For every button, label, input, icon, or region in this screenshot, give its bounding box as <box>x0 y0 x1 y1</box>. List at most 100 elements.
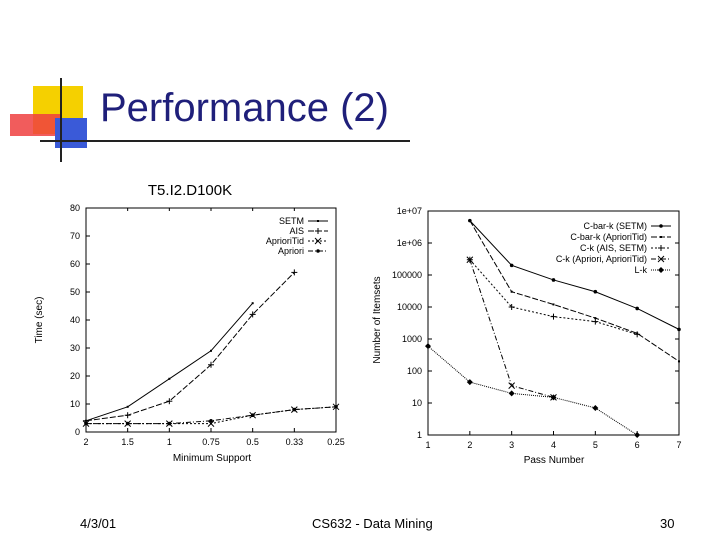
chart1-legend-label: AIS <box>289 226 304 236</box>
chart1-point-ais <box>208 361 214 368</box>
chart1-series-aprioritid <box>82 403 340 427</box>
chart2-series-c-k-apriori-aprioritid <box>466 256 557 401</box>
chart2-point-c-bar-k-setm <box>677 327 681 332</box>
chart1-xtick-label: 1 <box>167 437 172 447</box>
chart1-series-apriori <box>84 405 338 426</box>
chart1-ytick-label: 50 <box>70 287 80 297</box>
chart2-point-l-k <box>508 390 515 397</box>
chart2-point-l-k <box>592 404 599 411</box>
chart1-ytick-label: 40 <box>70 315 80 325</box>
chart2-ytick-label: 10 <box>412 398 422 408</box>
chart2-legend-marker <box>659 224 663 228</box>
chart2-legend-marker <box>660 236 662 238</box>
chart2-line-c-k-ais-setm <box>469 259 638 335</box>
chart1-legend-label: SETM <box>279 216 304 226</box>
chart2-point-c-bar-k-aprioritid <box>552 303 555 306</box>
chart2-legend-label: C-bar-k (AprioriTid) <box>570 232 647 242</box>
chart2-xtick-label: 2 <box>467 440 472 450</box>
chart1-point-ais <box>166 398 173 405</box>
chart1-point-apriori <box>334 405 338 409</box>
chart2-ylabel: Number of Itemsets <box>372 276 383 363</box>
chart1-point-aprioritid <box>207 420 215 427</box>
chart-time-vs-support: T5.I2.D100K Time (sec) Minimum Support 0… <box>34 182 345 464</box>
chart2-xtick-label: 4 <box>551 440 556 450</box>
chart2-point-c-bar-k-aprioritid <box>468 219 471 222</box>
chart1-xtick-label: 1.5 <box>121 437 134 447</box>
chart1-point-apriori <box>167 421 172 426</box>
chart1-ylabel: Time (sec) <box>34 297 45 344</box>
chart1-point-ais <box>291 269 298 276</box>
chart1-ytick-label: 60 <box>70 259 80 269</box>
chart2-point-c-bar-k-aprioritid <box>678 360 680 363</box>
chart2-ytick-label: 100000 <box>392 270 422 280</box>
chart2-point-c-k-ais-setm <box>592 318 599 325</box>
chart1-line-ais <box>85 272 295 422</box>
chart2-xtick-label: 5 <box>593 440 598 450</box>
chart1-ytick-label: 0 <box>75 427 80 437</box>
chart1-title: T5.I2.D100K <box>148 182 232 199</box>
chart2-series-l-k <box>425 343 641 438</box>
chart2-point-c-bar-k-setm <box>551 278 556 282</box>
chart2-line-c-bar-k-aprioritid <box>469 220 680 362</box>
chart1-point-ais <box>249 311 256 318</box>
chart1-ytick-label: 10 <box>70 399 80 409</box>
chart1-ytick-label: 30 <box>70 343 80 353</box>
chart1-ytick-label: 70 <box>70 231 80 241</box>
chart2-xlabel: Pass Number <box>524 455 585 465</box>
chart2-point-c-k-apriori-aprioritid <box>466 256 474 264</box>
chart2-xtick-label: 6 <box>635 440 640 450</box>
chart1-legend-label: AprioriTid <box>266 236 304 246</box>
chart2-point-c-bar-k-setm <box>509 263 514 268</box>
chart1-legend-marker <box>316 249 320 253</box>
chart1-xtick-label: 2 <box>83 437 88 447</box>
chart2-legend-marker <box>658 267 664 273</box>
chart2-xtick-label: 1 <box>425 440 430 450</box>
chart1-xlabel: Minimum Support <box>173 453 252 464</box>
chart2-line-c-bar-k-setm <box>469 220 680 330</box>
footer-date: 4/3/01 <box>80 516 117 531</box>
chart1-point-apriori <box>209 419 213 423</box>
chart2-legend-marker <box>657 255 665 263</box>
chart2-line-c-k-apriori-aprioritid <box>469 259 554 398</box>
chart1-legend-marker <box>317 220 319 222</box>
chart2-ytick-label: 1 <box>417 430 422 440</box>
chart2-point-c-bar-k-setm <box>593 289 598 294</box>
chart2-point-c-bar-k-aprioritid <box>510 290 513 293</box>
chart-itemsets-vs-pass: Number of Itemsets Pass Number 1e+07 1e+0… <box>372 206 682 465</box>
chart2-legend-marker <box>658 245 664 251</box>
chart1-xtick-label: 0.25 <box>327 437 345 447</box>
footer-course: CS632 - Data Mining <box>312 516 433 531</box>
footer-page-number: 30 <box>660 516 675 531</box>
chart2-point-l-k <box>466 379 473 386</box>
chart2-point-c-k-ais-setm <box>634 331 641 338</box>
chart2-legend-label: L-k <box>634 265 647 275</box>
chart1-point-setm <box>168 377 171 380</box>
chart1-point-setm <box>126 405 129 408</box>
chart2-point-l-k <box>634 432 641 438</box>
chart2-point-c-k-ais-setm <box>550 313 557 320</box>
chart2-ytick-label: 1000 <box>402 334 422 344</box>
chart1-point-setm <box>251 302 254 305</box>
chart1-point-apriori <box>292 407 297 412</box>
chart1-legend-marker <box>314 237 322 245</box>
deco-red-bar <box>10 114 62 136</box>
chart2-line-l-k <box>427 345 638 436</box>
chart2-ytick-label: 1e+07 <box>397 206 422 216</box>
chart2-point-l-k <box>550 394 557 401</box>
chart1-ytick-label: 20 <box>70 371 80 381</box>
chart2-point-c-bar-k-aprioritid <box>594 317 597 320</box>
chart1-xtick-label: 0.33 <box>286 437 304 447</box>
chart1-legend-marker <box>315 228 321 234</box>
chart1-point-apriori <box>84 421 88 426</box>
chart1-series-ais <box>83 269 298 424</box>
chart2-point-c-k-ais-setm <box>508 304 515 310</box>
chart2-point-l-k <box>425 343 431 350</box>
chart2-point-c-bar-k-setm <box>635 306 639 311</box>
chart2-point-c-k-apriori-aprioritid <box>508 382 516 389</box>
chart1-xtick-label: 0.75 <box>202 437 220 447</box>
chart2-series-c-k-ais-setm <box>466 256 641 338</box>
chart1-xtick-label: 0.5 <box>246 437 259 447</box>
deco-horizontal-line <box>40 140 410 142</box>
chart2-legend-label: C-k (AIS, SETM) <box>580 243 647 253</box>
